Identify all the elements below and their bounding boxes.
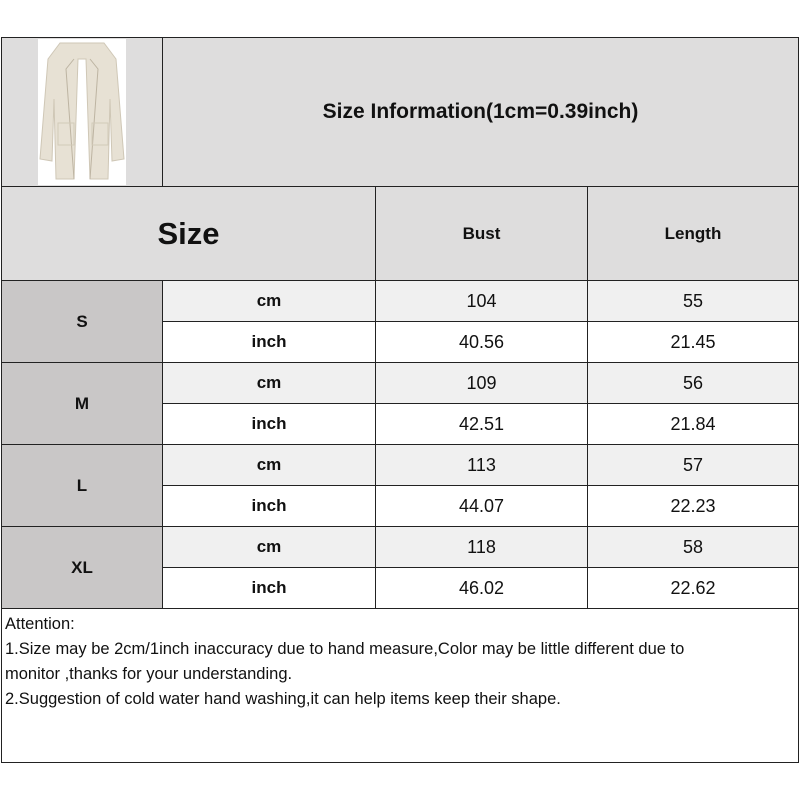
bust-value: 113	[375, 444, 588, 486]
unit-cell: cm	[162, 362, 376, 404]
unit-cell: cm	[162, 280, 376, 322]
unit-cell: inch	[162, 485, 376, 527]
unit-cell: inch	[162, 321, 376, 363]
length-value: 22.62	[587, 567, 799, 609]
bust-header: Bust	[375, 186, 588, 281]
unit-cell: inch	[162, 567, 376, 609]
length-header: Length	[587, 186, 799, 281]
bust-value: 46.02	[375, 567, 588, 609]
length-value: 22.23	[587, 485, 799, 527]
length-value: 21.84	[587, 403, 799, 445]
bust-value: 44.07	[375, 485, 588, 527]
note-2: 2.Suggestion of cold water hand washing,…	[5, 690, 561, 708]
unit-cell: cm	[162, 526, 376, 568]
length-value: 56	[587, 362, 799, 404]
length-value: 57	[587, 444, 799, 486]
note-1-continued: monitor ,thanks for your understanding.	[5, 665, 293, 683]
size-label-xl: XL	[1, 526, 163, 609]
unit-cell: inch	[162, 403, 376, 445]
bust-value: 40.56	[375, 321, 588, 363]
attention-notes: Attention: 1.Size may be 2cm/1inch inacc…	[1, 608, 799, 763]
length-value: 21.45	[587, 321, 799, 363]
unit-cell: cm	[162, 444, 376, 486]
size-label-m: M	[1, 362, 163, 445]
length-value: 58	[587, 526, 799, 568]
note-1: 1.Size may be 2cm/1inch inaccuracy due t…	[5, 640, 685, 658]
page-title: Size Information(1cm=0.39inch)	[162, 37, 799, 187]
notes-heading: Attention:	[5, 615, 75, 633]
product-image	[38, 39, 126, 185]
length-value: 55	[587, 280, 799, 322]
size-label-l: L	[1, 444, 163, 527]
size-header: Size	[1, 186, 376, 281]
product-image-cell	[1, 37, 163, 187]
bust-value: 118	[375, 526, 588, 568]
size-label-s: S	[1, 280, 163, 363]
bust-value: 109	[375, 362, 588, 404]
bust-value: 104	[375, 280, 588, 322]
bust-value: 42.51	[375, 403, 588, 445]
